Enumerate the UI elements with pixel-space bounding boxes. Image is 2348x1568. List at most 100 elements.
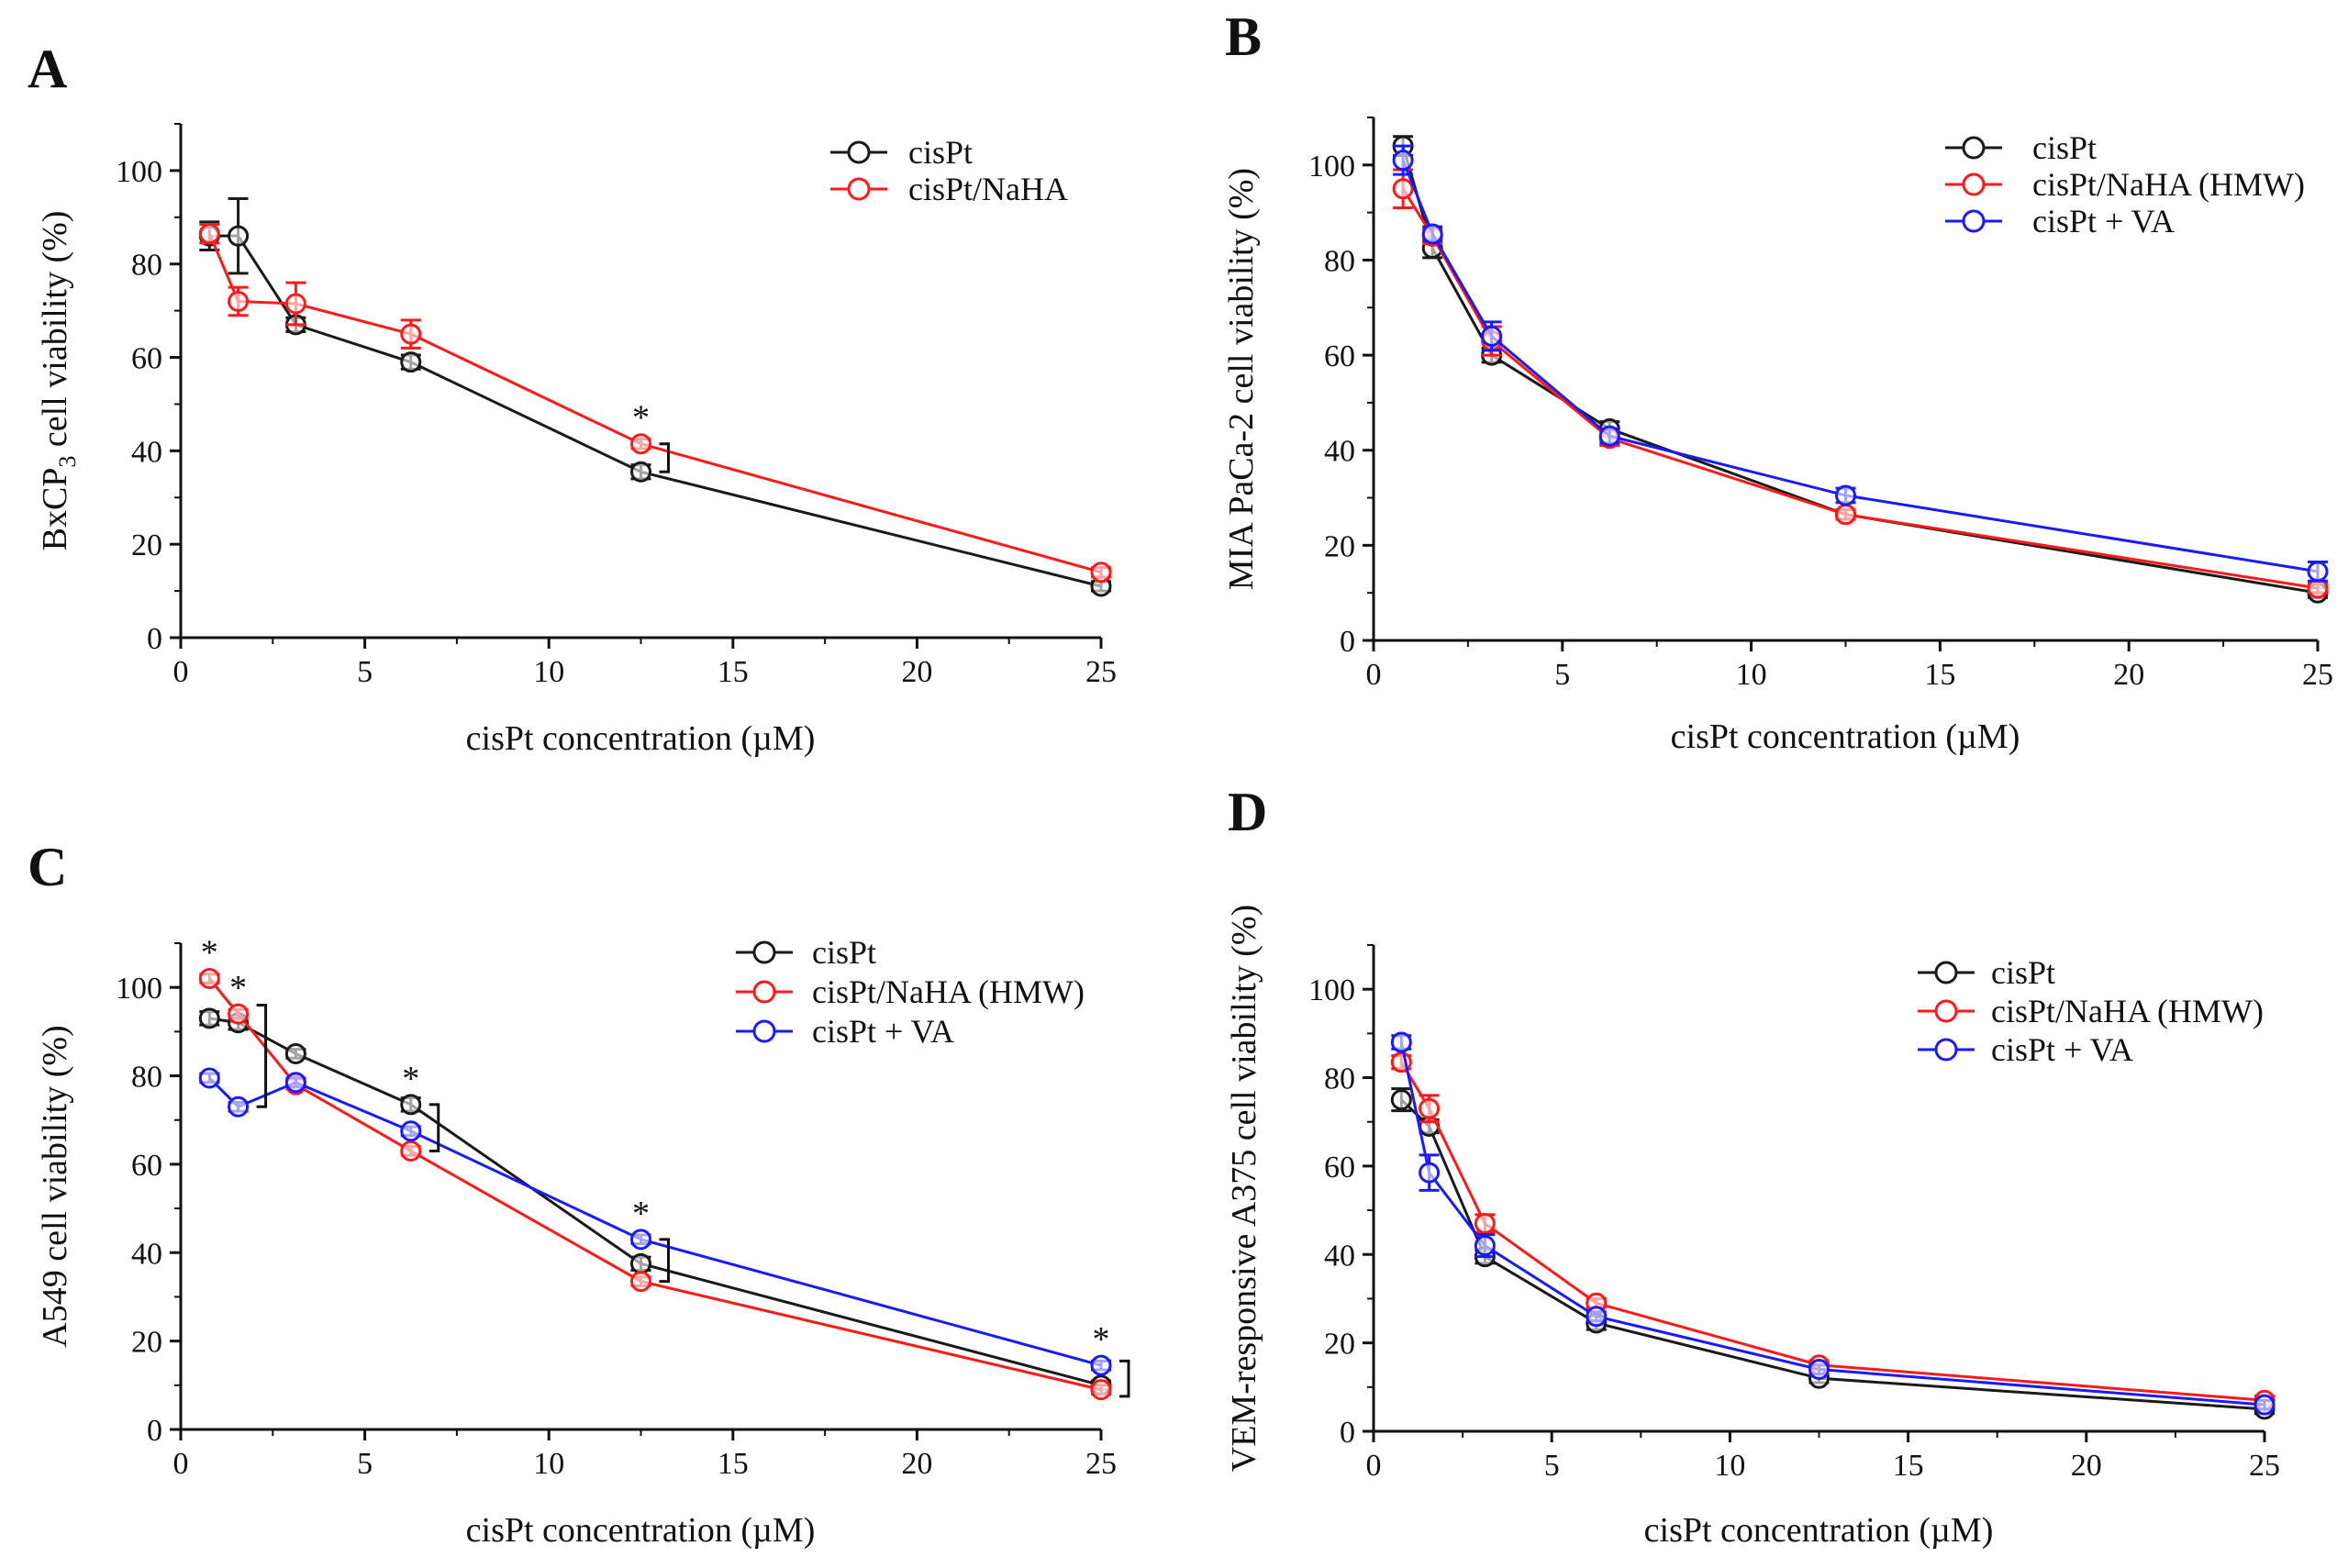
y-tick-label: 80 (1324, 244, 1355, 278)
series-line (208, 1076, 1102, 1367)
x-tick-label: 15 (1924, 658, 1955, 692)
x-axis-label: cisPt concentration (µM) (1644, 1511, 1994, 1550)
series-cispt-va (1390, 1031, 2276, 1416)
legend-label: cisPt (1991, 954, 2055, 991)
data-point (198, 1067, 220, 1089)
x-tick-label: 5 (1554, 658, 1570, 692)
data-point (284, 293, 306, 315)
legend-label: cisPt/NaHA (HMW) (812, 973, 1085, 1010)
panel-b: B 0 20 40 60 80 100 0 5 10 15 20 25 cisPt concentrati… (1222, 6, 2333, 756)
data-point (400, 1120, 422, 1142)
legend-label: cisPt + VA (1991, 1031, 2133, 1068)
y-tick-label: 0 (147, 622, 162, 656)
legend-label: cisPt/NaHA (HMW) (2032, 166, 2305, 203)
y-tick-label: 40 (131, 435, 162, 469)
y-tick-label: 0 (1340, 1416, 1355, 1450)
data-point (1419, 1162, 1441, 1184)
data-point (630, 1229, 651, 1251)
y-tick-label: 100 (1308, 150, 1355, 183)
data-point (630, 1252, 651, 1274)
x-tick-label: 5 (1544, 1449, 1560, 1483)
legend-label: cisPt + VA (2032, 203, 2175, 239)
y-tick-label: 40 (131, 1237, 162, 1271)
legend-marker (1934, 999, 1958, 1023)
legend-label: cisPt (908, 134, 973, 171)
panel-d: D 0 20 40 60 80 100 0 5 10 15 20 25 cisPt concentrati… (1225, 782, 2280, 1550)
legend-label: cisPt/NaHA (908, 171, 1068, 207)
x-axis-label: cisPt concentration (µM) (466, 1511, 816, 1550)
x-tick-label: 0 (1366, 658, 1382, 692)
legend-label: cisPt + VA (812, 1013, 954, 1050)
series-cispt (198, 1007, 1112, 1396)
x-tick-label: 0 (1366, 1449, 1382, 1483)
y-axis-label: VEM-responsive A375 cell viability (%) (1225, 905, 1263, 1472)
y-tick-label: 20 (1324, 529, 1355, 563)
data-point (630, 433, 651, 455)
series-cispt-naha-hmw (1390, 1051, 2276, 1411)
x-tick-label: 20 (2071, 1449, 2102, 1483)
data-point (1390, 1031, 1412, 1053)
data-point (198, 968, 220, 990)
series-cispt-naha-hmw (198, 968, 1112, 1401)
y-axis-label: BxCP3 cell viability (%) (36, 211, 81, 551)
y-tick-label: 100 (116, 155, 162, 189)
x-tick-label: 25 (2302, 658, 2333, 692)
data-point (1090, 1379, 1112, 1401)
data-point (284, 1072, 306, 1094)
panel-a: A 0 20 40 60 80 100 0 5 10 15 20 25 cisPt concentrati… (28, 39, 1117, 758)
data-point (400, 323, 422, 345)
series-line (1401, 187, 2319, 590)
y-tick-label: 80 (131, 1061, 162, 1095)
y-tick-label: 0 (1340, 625, 1355, 659)
data-point (198, 223, 220, 245)
legend-marker (752, 940, 776, 964)
legend-marker (1962, 136, 1986, 160)
panel-c: C 0 20 40 60 80 100 0 5 10 15 20 25 cisPt concentrati… (28, 837, 1130, 1550)
legend-marker (1934, 961, 1958, 984)
legend-marker (1934, 1038, 1958, 1062)
data-point (1419, 1097, 1441, 1119)
legend-label: cisPt/NaHA (HMW) (1991, 993, 2264, 1029)
series-cispt-naha-hmw (1392, 168, 2329, 599)
significance-bracket (428, 1103, 440, 1152)
data-point (1090, 1354, 1112, 1376)
significance-bracket (659, 442, 670, 473)
data-point (1392, 178, 1414, 200)
y-tick-label: 100 (116, 972, 162, 1006)
data-point (630, 461, 651, 483)
legend-marker (1962, 209, 1986, 233)
data-point (1392, 150, 1414, 172)
x-tick-label: 20 (901, 655, 932, 689)
legend-marker (847, 177, 871, 201)
series-line (1401, 160, 2319, 573)
series-line (1400, 1098, 2265, 1411)
y-tick-label: 0 (147, 1414, 162, 1448)
panel-letter: A (28, 39, 67, 99)
y-tick-label: 40 (1324, 1239, 1355, 1273)
series-cispt (1390, 1087, 2276, 1420)
y-axis-label: MIA PaCa-2 cell viability (%) (1222, 168, 1261, 590)
data-point (228, 1095, 250, 1118)
panel-letter: D (1228, 782, 1267, 842)
x-tick-label: 25 (1085, 655, 1117, 689)
series-cispt-va (1392, 144, 2329, 583)
series-line (1400, 1061, 2265, 1402)
data-point (630, 1271, 651, 1293)
data-point (1835, 504, 1856, 526)
significance-bracket (659, 1238, 670, 1284)
data-point (228, 290, 250, 312)
series-cispt-va (198, 1067, 1112, 1376)
y-tick-label: 40 (1324, 435, 1355, 469)
y-tick-label: 60 (1324, 339, 1355, 373)
x-tick-label: 5 (357, 1447, 373, 1481)
y-axis-label: A549 cell viability (%) (36, 1025, 74, 1347)
significance-star: * (632, 1195, 650, 1233)
x-tick-label: 25 (2249, 1449, 2280, 1483)
y-tick-label: 80 (131, 249, 162, 283)
x-tick-label: 20 (901, 1447, 932, 1481)
data-point (1808, 1359, 1830, 1381)
data-point (228, 1003, 250, 1025)
legend-marker (752, 1019, 776, 1043)
y-tick-label: 60 (131, 1149, 162, 1183)
